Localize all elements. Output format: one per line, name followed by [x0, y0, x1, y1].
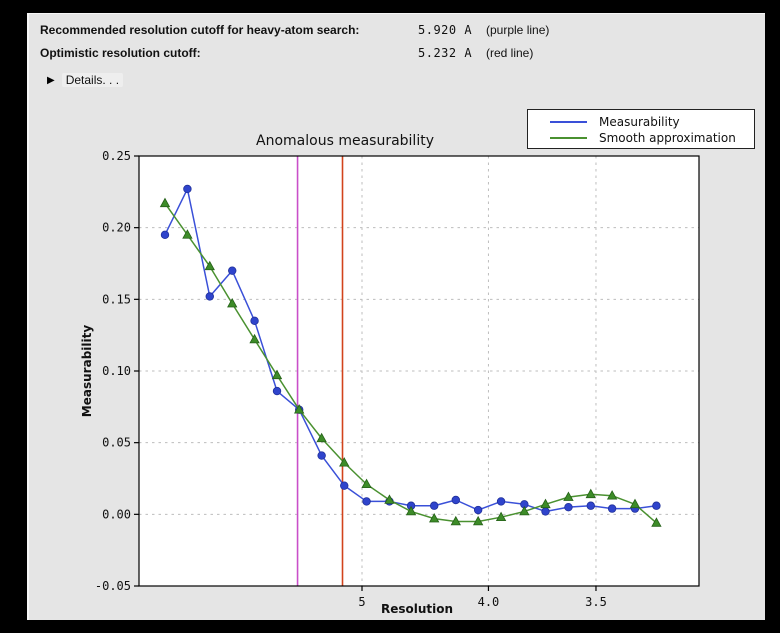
data-point-triangle: [429, 513, 440, 523]
data-point-circle: [250, 316, 259, 326]
data-point-triangle: [339, 457, 350, 467]
data-point-circle: [272, 386, 282, 396]
data-point-circle: [362, 497, 371, 506]
results-panel: Recommended resolution cutoff for heavy-…: [27, 13, 765, 620]
x-axis-label: Resolution: [380, 602, 454, 616]
data-point-triangle: [204, 260, 215, 271]
data-point-circle: [586, 501, 595, 510]
data-point-circle: [607, 504, 617, 513]
data-point-circle: [496, 497, 506, 506]
data-point-triangle: [294, 404, 305, 414]
data-point-triangle: [540, 498, 551, 509]
data-point-triangle: [249, 333, 260, 344]
data-point-circle: [541, 507, 550, 516]
details-label: Details. . .: [61, 73, 124, 87]
data-point-circle: [340, 481, 349, 490]
data-point-circle: [183, 184, 192, 194]
chart-legend: Measurability Smooth approximation: [527, 109, 755, 149]
data-point-circle: [451, 495, 460, 505]
data-point-triangle: [472, 515, 484, 526]
data-point-triangle: [585, 488, 596, 499]
y-tick-label: 0.25: [102, 149, 131, 163]
optimistic-cutoff-note: (red line): [486, 46, 534, 60]
data-point-circle: [160, 230, 170, 240]
recommended-cutoff-value: 5.920 A: [418, 23, 473, 37]
y-tick-label: -0.05: [95, 579, 131, 593]
data-point-circle: [564, 502, 573, 512]
data-point-triangle: [159, 197, 171, 208]
data-point-triangle: [495, 511, 507, 522]
data-point-circle: [473, 505, 483, 515]
data-point-triangle: [384, 494, 395, 504]
data-point-triangle: [519, 505, 530, 516]
data-point-triangle: [563, 491, 574, 501]
disclosure-triangle-icon[interactable]: ▶: [47, 74, 55, 86]
data-point-triangle: [316, 432, 327, 443]
y-tick-label: 0.20: [102, 221, 131, 235]
data-point-triangle: [361, 478, 372, 489]
legend-entry-measurability: Measurability: [528, 114, 754, 130]
data-point-circle: [652, 501, 661, 510]
legend-label-smooth: Smooth approximation: [599, 131, 736, 145]
data-point-triangle: [629, 498, 641, 509]
data-point-circle: [205, 292, 214, 301]
chart-title: Anomalous measurability: [256, 133, 434, 149]
data-point-triangle: [182, 229, 193, 239]
data-point-triangle: [606, 490, 618, 500]
details-disclosure[interactable]: ▶ Details. . .: [47, 71, 124, 89]
y-tick-label: 0.15: [102, 292, 131, 306]
legend-line-sample-blue: [550, 121, 587, 123]
data-point-circle: [228, 266, 237, 275]
data-point-triangle: [271, 369, 283, 380]
y-tick-label: 0.10: [102, 364, 131, 378]
y-tick-label: 0.05: [102, 436, 131, 450]
data-point-triangle: [651, 517, 662, 527]
data-point-triangle: [227, 298, 238, 308]
legend-line-sample-green: [550, 137, 587, 139]
x-tick-label: 5: [358, 595, 365, 609]
chart-canvas: -0.05 0.00 0.05 0.10 0.15 0.20 0.25 5 4.0 3.5: [95, 149, 700, 609]
x-tick-label: 3.5: [585, 595, 607, 609]
data-point-circle: [317, 451, 326, 460]
optimistic-cutoff-value: 5.232 A: [418, 46, 473, 60]
recommended-cutoff-note: (purple line): [486, 23, 550, 37]
optimistic-cutoff-label: Optimistic resolution cutoff:: [40, 46, 201, 60]
data-point-circle: [430, 501, 439, 510]
legend-entry-smooth: Smooth approximation: [528, 130, 754, 146]
x-tick-label: 4.0: [478, 595, 500, 609]
y-axis-label: Measurability: [80, 324, 94, 418]
data-point-triangle: [450, 515, 461, 526]
data-point-triangle: [405, 505, 417, 516]
y-tick-label: 0.00: [102, 507, 131, 521]
recommended-cutoff-label: Recommended resolution cutoff for heavy-…: [40, 23, 360, 37]
legend-label-measurability: Measurability: [599, 115, 680, 129]
